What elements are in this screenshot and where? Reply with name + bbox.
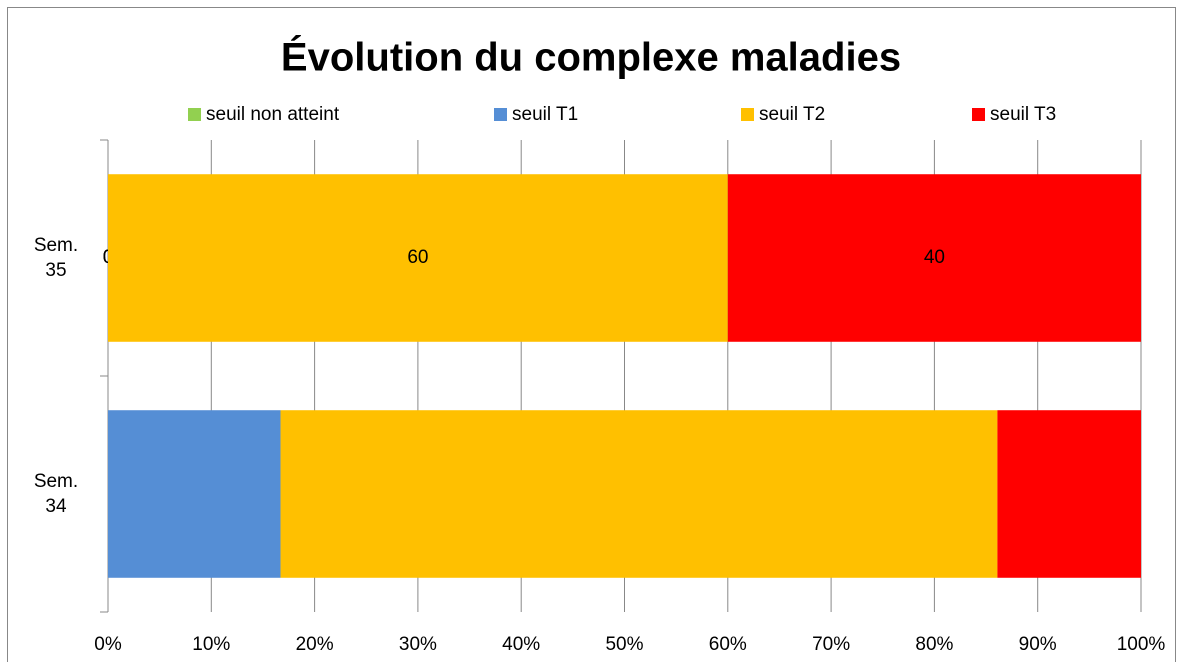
legend-swatch [741,108,754,121]
x-tick-label: 0% [94,634,122,655]
x-tick-label: 10% [192,634,230,655]
legend-label: seuil T2 [759,104,825,125]
legend-swatch [972,108,985,121]
x-tick-label: 70% [812,634,850,655]
x-tick-label: 40% [502,634,540,655]
chart-title: Évolution du complexe maladies [281,35,901,80]
x-tick-label: 60% [709,634,747,655]
bar-segment [108,174,728,342]
legend-swatch [188,108,201,121]
bar-segment [280,410,998,578]
legend-label: seuil non atteint [206,104,340,125]
bar-segment [997,410,1141,578]
x-tick-label: 90% [1019,634,1057,655]
legend-label: seuil T1 [512,104,578,125]
x-tick-label: 20% [296,634,334,655]
bar-segment [727,174,1141,342]
chart-frame [7,7,1176,662]
x-tick-label: 30% [399,634,437,655]
data-label: 60 [407,247,428,268]
x-tick-label: 100% [1117,634,1166,655]
y-tick-label: Sem. 34 [33,471,79,517]
y-tick-label: Sem. 35 [33,235,79,281]
x-tick-label: 50% [605,634,643,655]
bar-segment [108,410,281,578]
legend-swatch [494,108,507,121]
legend-label: seuil T3 [990,104,1056,125]
x-tick-label: 80% [915,634,953,655]
data-label: 40 [924,247,945,268]
